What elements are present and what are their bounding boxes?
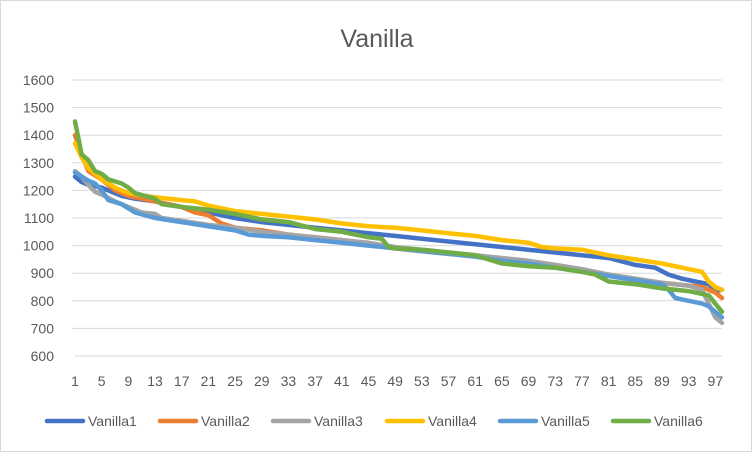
y-axis-tick-labels: 600 700 800 900 1000 1100 1200 1300 1400 1500 1600 [23,72,54,364]
x-tick-label: 1 [71,373,79,389]
x-tick-label: 93 [681,373,697,389]
legend-label: Vanilla5 [541,413,590,429]
x-tick-label: 65 [494,373,510,389]
series-line-vanilla6 [72,119,725,315]
y-tick-label: 800 [31,293,55,309]
x-tick-label: 45 [361,373,377,389]
x-tick-label: 9 [124,373,132,389]
y-tick-label: 1100 [24,210,54,226]
x-tick-label: 85 [627,373,643,389]
x-tick-label: 29 [254,373,270,389]
legend-label: Vanilla1 [88,413,137,429]
x-tick-label: 81 [601,373,617,389]
y-tick-label: 1600 [23,72,54,88]
y-tick-label: 1200 [23,182,54,198]
x-tick-label: 61 [467,373,483,389]
x-tick-label: 5 [98,373,106,389]
y-tick-label: 900 [31,265,55,281]
y-tick-label: 700 [31,320,55,336]
legend: Vanilla1 Vanilla2 Vanilla3 Vanilla4 Vanilla5… [44,413,703,429]
x-tick-label: 37 [307,373,323,389]
y-tick-label: 600 [31,348,55,364]
legend-item-vanilla2: Vanilla2 [157,413,250,429]
x-tick-label: 77 [574,373,590,389]
x-tick-label: 57 [441,373,457,389]
x-tick-label: 41 [334,373,350,389]
series-line-vanilla1 [72,174,725,294]
chart-title: Vanilla [340,25,413,53]
x-tick-label: 49 [387,373,403,389]
x-tick-label: 53 [414,373,430,389]
legend-item-vanilla6: Vanilla6 [610,413,703,429]
legend-item-vanilla5: Vanilla5 [497,413,590,429]
x-tick-label: 33 [281,373,297,389]
y-tick-label: 1400 [23,127,54,143]
x-tick-label: 21 [201,373,217,389]
x-tick-label: 69 [521,373,537,389]
legend-label: Vanilla4 [428,413,477,429]
x-tick-label: 73 [547,373,563,389]
x-tick-label: 17 [174,373,190,389]
series-lines [72,119,725,326]
legend-item-vanilla1: Vanilla1 [44,413,137,429]
x-axis-tick-labels: 1 5 9 13 17 21 25 29 33 37 41 45 49 53 57 61 65 69 73 77 81 8… [71,373,723,389]
x-tick-label: 97 [708,373,724,389]
legend-item-vanilla4: Vanilla4 [384,413,477,429]
x-tick-label: 89 [654,373,670,389]
series-line-vanilla5 [72,170,725,320]
x-tick-label: 25 [227,373,243,389]
y-tick-label: 1500 [23,100,54,116]
y-tick-label: 1000 [23,238,54,254]
legend-label: Vanilla6 [654,413,703,429]
legend-label: Vanilla2 [201,413,250,429]
legend-label: Vanilla3 [314,413,363,429]
series-line-vanilla4 [72,141,725,293]
y-tick-label: 1300 [23,155,54,171]
grid-lines [72,79,722,329]
x-tick-label: 13 [147,373,163,389]
legend-item-vanilla3: Vanilla3 [270,413,363,429]
